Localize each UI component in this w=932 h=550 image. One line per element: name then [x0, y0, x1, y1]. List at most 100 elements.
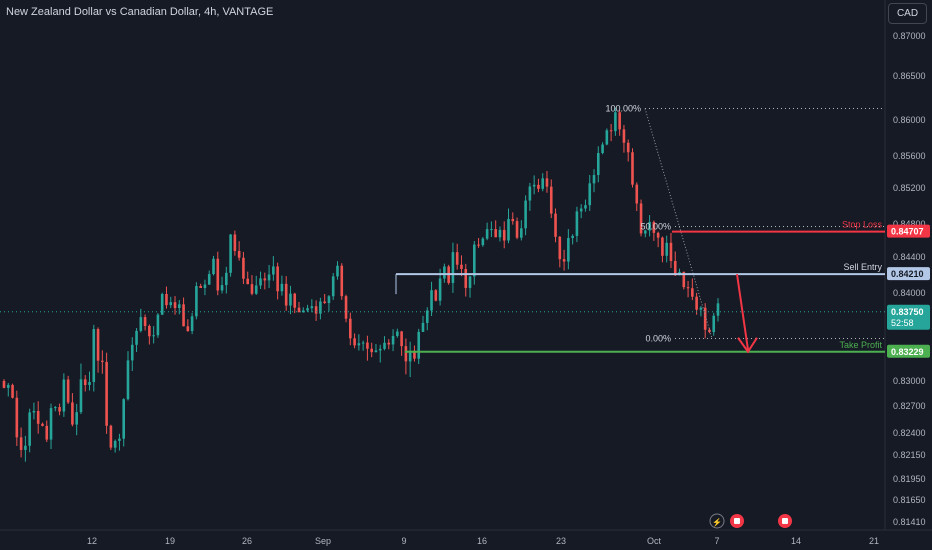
candle-body [148, 325, 151, 337]
y-tick-label: 0.81410 [893, 517, 926, 527]
candle-body [58, 407, 61, 412]
candle-body [105, 361, 108, 426]
candle-body [485, 229, 489, 239]
candle-body [225, 272, 228, 286]
candle-body [545, 178, 549, 187]
stop-loss-label: Stop Loss [842, 220, 883, 230]
candle-body [631, 152, 634, 185]
candle-body [173, 302, 177, 309]
candle-body [306, 308, 309, 311]
candle-body [579, 208, 583, 212]
candle-body [6, 384, 10, 388]
y-tick-label: 0.84400 [893, 252, 926, 262]
candle-body [160, 293, 164, 315]
sell-entry-tag-text: 0.84210 [891, 269, 924, 279]
sell-entry-tag [887, 267, 930, 281]
candle-body [130, 344, 134, 361]
candle-body [498, 229, 502, 238]
candle-body [673, 261, 677, 276]
candle-body [716, 303, 720, 316]
candle-body [584, 205, 587, 209]
candle-body [19, 437, 23, 450]
candle-body [588, 183, 592, 206]
candle-body [494, 229, 497, 238]
candle-body [165, 293, 168, 306]
x-tick-label: 12 [87, 536, 97, 546]
candle-body [45, 425, 49, 440]
y-tick-label: 0.81650 [893, 495, 926, 505]
candle-body [477, 244, 480, 246]
candle-body [349, 318, 352, 339]
candle-body [118, 438, 121, 441]
flash-event-icon[interactable] [709, 513, 725, 529]
candle-body [177, 304, 181, 309]
x-tick-label: 21 [869, 536, 879, 546]
candle-body [712, 315, 716, 333]
candle-body [32, 411, 36, 413]
take-profit-tag-text: 0.83229 [891, 347, 924, 357]
y-tick-label: 0.85600 [893, 151, 926, 161]
candle-body [549, 186, 553, 214]
candle-body [152, 335, 155, 337]
candle-body [468, 276, 472, 288]
candle-body [567, 237, 570, 262]
candle-body [246, 278, 250, 285]
candle-body [558, 236, 562, 260]
candle-body [11, 384, 14, 398]
y-tick-label: 0.86500 [893, 71, 926, 81]
candle-body [109, 425, 113, 448]
x-tick-label: 26 [242, 536, 252, 546]
x-tick-label: 23 [556, 536, 566, 546]
candle-body [652, 221, 656, 233]
candle-body [323, 301, 326, 304]
candle-body [609, 130, 613, 132]
candle-body [639, 203, 643, 234]
candle-body [289, 293, 292, 306]
y-tick-label: 0.85200 [893, 183, 926, 193]
x-tick-label: Oct [647, 536, 662, 546]
candle-body [524, 200, 527, 229]
candle-body [383, 342, 386, 349]
candle-body [314, 306, 318, 314]
candle-body [404, 346, 408, 362]
candle-body [490, 229, 493, 231]
candle-body [293, 293, 297, 308]
candle-body [79, 379, 83, 413]
candle-body [199, 285, 202, 288]
candle-body [622, 129, 626, 143]
candle-body [691, 288, 694, 297]
candle-body [297, 307, 301, 313]
fib-trendline [644, 108, 713, 339]
candle-body [54, 407, 57, 409]
candle-body [366, 342, 369, 349]
candle-body [699, 307, 703, 310]
candle-body [331, 276, 335, 297]
candle-body [207, 274, 211, 285]
y-tick-label: 0.82150 [893, 450, 926, 460]
x-tick-label: Sep [315, 536, 331, 546]
candle-body [455, 252, 459, 265]
fib-level-label: 100.00% [605, 104, 641, 114]
candle-body [562, 259, 566, 262]
currency-button[interactable]: CAD [888, 3, 927, 24]
y-tick-label: 0.86000 [893, 115, 926, 125]
last-price-tag [887, 304, 930, 330]
candle-body [374, 350, 378, 353]
candle-body [635, 184, 639, 204]
candle-body [686, 287, 690, 289]
candle-body [195, 285, 198, 317]
candle-body [212, 258, 215, 275]
x-tick-label: 7 [714, 536, 719, 546]
candle-body [71, 402, 74, 425]
candle-body [272, 266, 275, 275]
fib-level-label: 0.00% [645, 334, 671, 344]
candle-body [15, 397, 19, 438]
candle-body [644, 230, 647, 234]
x-tick-label: 19 [165, 536, 175, 546]
candle-body [682, 271, 686, 288]
candle-body [353, 338, 356, 346]
candle-body [36, 411, 40, 424]
candle-body [96, 329, 100, 361]
candle-body [370, 348, 373, 353]
